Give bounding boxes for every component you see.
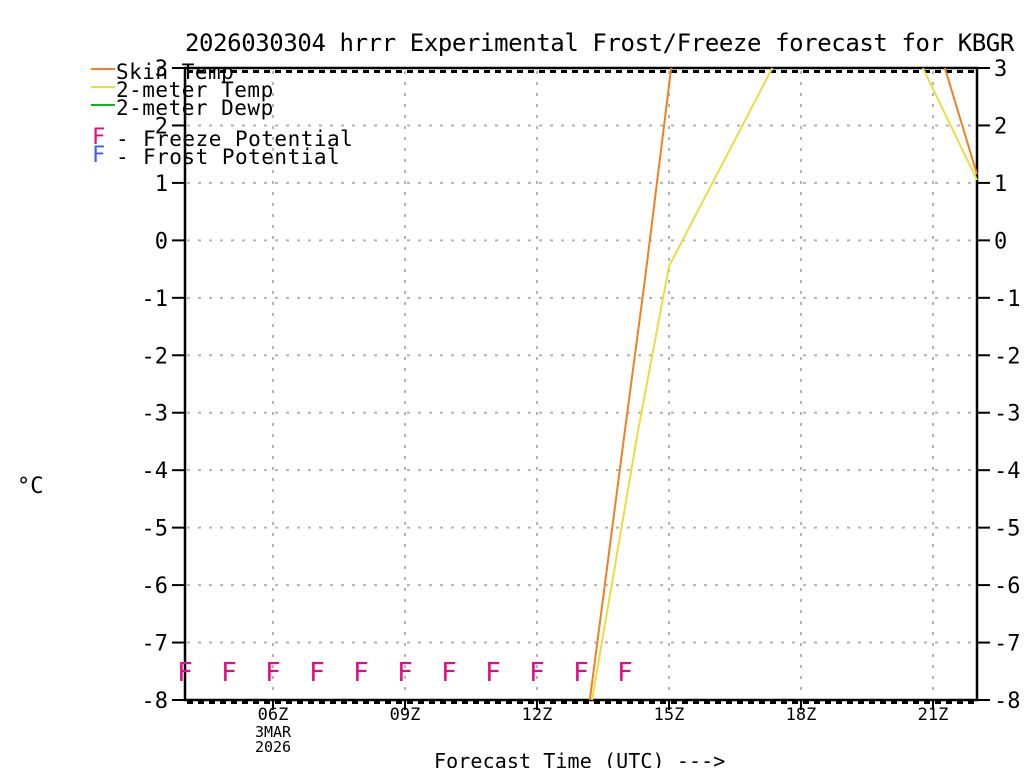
freeze-marker: F [397,658,413,688]
x-date-label: 2026 [255,738,291,756]
freeze-marker: F [573,658,589,688]
y-tick-label-left: -8 [142,689,169,714]
y-tick-label-right: -8 [994,689,1021,714]
freeze-marker: F [309,658,325,688]
freeze-marker: F [221,658,237,688]
y-tick-label-left: -6 [142,574,169,599]
y-tick-label-left: 1 [155,172,168,197]
y-tick-label-left: -1 [142,287,169,312]
y-tick-label-right: -6 [994,574,1021,599]
freeze-marker: F [617,658,633,688]
y-tick-label-right: -5 [994,517,1021,542]
y-tick-label-right: -4 [994,459,1021,484]
freeze-potential-label: Freeze Potential [143,127,354,151]
freeze-potential-separator: - [116,127,130,151]
y-tick-label-left: 3 [155,57,168,82]
x-tick-label: 06Z [258,705,289,725]
freeze-marker: F [353,658,369,688]
y-tick-label-left: -5 [142,517,169,542]
x-axis-label: Forecast Time (UTC) ---> [434,749,726,768]
series-2-meter-temp [921,67,978,181]
legend-label-2m-temp: 2-meter Temp [116,78,274,102]
y-tick-label-right: -1 [994,287,1021,312]
freeze-marker: F [441,658,457,688]
y-tick-label-left: 0 [155,229,168,254]
x-tick-label: 12Z [522,705,553,725]
y-tick-label-left: -4 [142,459,169,484]
frost-potential-symbol: F [92,143,106,168]
x-tick-label: 15Z [654,705,685,725]
freeze-marker: F [529,658,545,688]
legend-line-2m-temp [91,86,115,88]
y-axis-label: °C [17,474,44,499]
freeze-marker: F [177,658,193,688]
y-tick-label-left: -3 [142,402,169,427]
x-tick-label: 21Z [918,705,949,725]
plot-border [183,66,979,702]
y-tick-label-right: -3 [994,402,1021,427]
freeze-marker: F [265,658,281,688]
freeze-marker: F [485,658,501,688]
legend-line-skin-temp [91,68,115,70]
y-tick-label-right: 3 [994,57,1007,82]
y-tick-label-left: -7 [142,632,169,657]
series-skin-temp [588,67,673,701]
legend-line-2m-dewp [91,104,115,106]
x-date-label: 3MAR [255,723,292,741]
y-tick-label-right: 0 [994,229,1007,254]
x-tick-label: 18Z [786,705,817,725]
chart-title: 2026030304 hrrr Experimental Frost/Freez… [185,29,1014,57]
y-tick-label-right: 2 [994,114,1007,139]
series-2-meter-temp [591,67,774,701]
frost-potential-label: Frost Potential [143,145,341,169]
y-tick-label-right: 1 [994,172,1007,197]
x-tick-label: 09Z [390,705,421,725]
y-tick-label-left: 2 [155,114,168,139]
y-tick-label-right: -2 [994,344,1021,369]
frost-potential-separator: - [116,145,130,169]
legend-label-2m-dewp: 2-meter Dewp [116,96,274,120]
y-tick-label-right: -7 [994,632,1021,657]
series-skin-temp [943,67,978,175]
y-tick-label-left: -2 [142,344,169,369]
freeze-potential-symbol: F [92,125,106,150]
